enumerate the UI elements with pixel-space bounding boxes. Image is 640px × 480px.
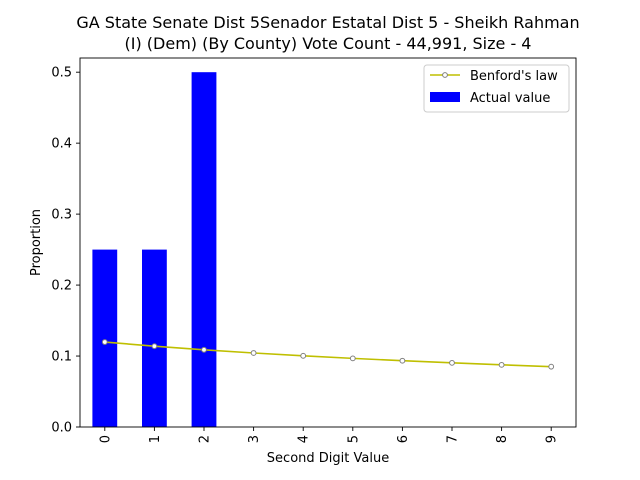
benford-point: [101, 339, 108, 345]
benford-line: [104, 341, 552, 368]
x-tick-label: 1: [148, 435, 163, 443]
x-tick-label: 0: [98, 435, 113, 443]
y-tick-label: 0.1: [51, 350, 72, 365]
benford-line-group: [101, 339, 555, 370]
x-axis-label: Second Digit Value: [267, 451, 389, 466]
x-tick-label: 8: [495, 435, 510, 443]
y-tick-label: 0.3: [51, 208, 72, 223]
benford-point: [548, 363, 555, 370]
benford-point: [201, 346, 207, 353]
benford-point: [498, 361, 505, 368]
axes-frame: [79, 57, 577, 428]
y-tick-label: 0.4: [51, 137, 72, 152]
legend-line-marker: [442, 72, 448, 78]
bar-actual-value: [92, 249, 118, 427]
legend-label-actual: Actual value: [470, 91, 550, 106]
benford-point: [449, 359, 455, 366]
x-tick-label: 9: [545, 435, 560, 443]
x-tick-label: 7: [446, 435, 461, 443]
x-tick-label: 5: [346, 435, 361, 443]
x-tick-label: 6: [396, 435, 411, 443]
x-tick-label: 3: [247, 435, 262, 443]
y-tick-label: 0.5: [51, 66, 72, 81]
y-axis-ticks: 0.0 0.1 0.2 0.3 0.4 0.5: [51, 66, 80, 436]
legend-bar-swatch: [430, 92, 460, 102]
benford-point: [349, 355, 356, 362]
chart-title-line: (I) (Dem) (By County) Vote Count - 44,99…: [125, 34, 532, 53]
bars-group: [92, 72, 217, 427]
y-tick-label: 0.0: [51, 421, 72, 436]
benford-point: [300, 352, 307, 359]
x-tick-label: 2: [198, 435, 213, 443]
x-tick-label: 4: [297, 435, 312, 443]
chart-title: GA State Senate Dist 5Senador Estatal Di…: [76, 13, 579, 53]
benford-point: [250, 350, 257, 356]
chart-title-line: GA State Senate Dist 5Senador Estatal Di…: [76, 13, 579, 32]
y-axis-label: Proportion: [29, 209, 44, 276]
legend-box: [423, 64, 570, 113]
x-axis-ticks: 0 1 2 3 4 5 6 7 8 9: [98, 427, 560, 443]
y-tick-label: 0.2: [51, 279, 72, 294]
benford-point: [151, 343, 158, 350]
plot-frame: [79, 57, 577, 428]
benford-point: [399, 357, 406, 364]
legend-label-benford: Benford's law: [470, 69, 558, 84]
legend: Benford's law Actual value: [423, 64, 570, 113]
bar-actual-value: [142, 249, 167, 427]
bar-actual-value: [191, 72, 217, 427]
